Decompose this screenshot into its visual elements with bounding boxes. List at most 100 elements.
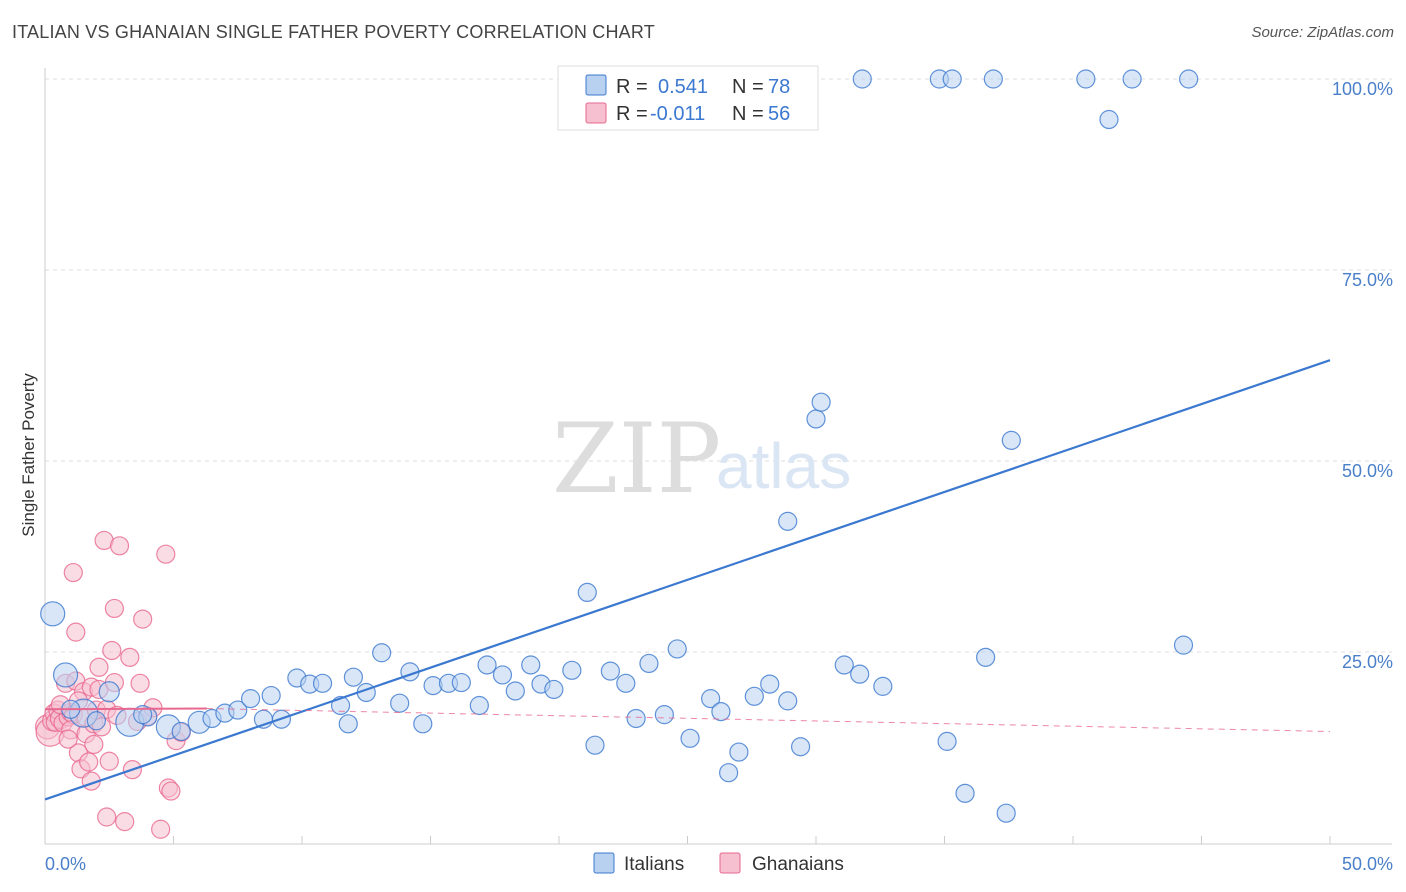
- ghanaians-trend-line-dashed: [206, 708, 1331, 732]
- italians-point: [312, 673, 333, 693]
- italians-point: [639, 653, 659, 674]
- series-legend: Italians Ghanaians: [593, 852, 844, 875]
- y-tick-label: 50.0%: [1342, 461, 1393, 481]
- italians-point: [1122, 69, 1142, 89]
- italians-point: [942, 69, 962, 89]
- ghanaians-point: [133, 609, 153, 629]
- italians-point: [562, 660, 582, 680]
- italians-trend-line: [44, 359, 1331, 801]
- italians-point: [976, 647, 996, 667]
- italians-point: [1173, 635, 1194, 655]
- italians-point: [577, 582, 597, 603]
- italians-point: [1179, 69, 1199, 89]
- italians-point: [413, 714, 433, 734]
- italians-point: [492, 665, 513, 685]
- italians-point: [477, 655, 497, 675]
- ghanaians-point: [109, 536, 130, 556]
- watermark-zip: ZIP: [552, 403, 721, 515]
- ghanaians-point: [161, 781, 181, 801]
- italians-point: [133, 705, 153, 725]
- y-tick-label: 75.0%: [1342, 270, 1393, 290]
- ghanaians-point: [120, 647, 140, 667]
- italians-point: [790, 737, 811, 757]
- grid: [45, 78, 1392, 653]
- italians-r-value: 0.541: [658, 76, 708, 98]
- italians-point: [937, 731, 957, 751]
- ghanaians-point: [84, 734, 104, 755]
- italians-point: [1099, 109, 1119, 130]
- italians-point: [667, 639, 687, 659]
- italians-points: [40, 69, 1199, 823]
- ghanaians-n-label: N =: [732, 103, 764, 125]
- ghanaians-trend-line-solid: [44, 707, 207, 711]
- ghanaians-n-value: 56: [768, 103, 790, 125]
- watermark: ZIP atlas: [552, 403, 851, 515]
- ghanaians-point: [156, 544, 176, 564]
- source-label: Source: ZipAtlas.com: [1251, 24, 1394, 41]
- stats-legend: R = 0.541 N = 78 R = -0.011 N = 56: [557, 65, 819, 131]
- ghanaians-point: [151, 819, 171, 839]
- italians-legend-swatch: [585, 74, 607, 96]
- italians-point: [261, 685, 281, 706]
- italians-point: [343, 667, 363, 687]
- ghanaians-point: [102, 640, 122, 661]
- italians-point: [701, 689, 721, 709]
- italians-point: [850, 664, 870, 684]
- ghanaians-point: [104, 598, 124, 619]
- italians-point: [811, 392, 831, 412]
- italians-n-value: 78: [768, 76, 790, 98]
- italians-point: [451, 672, 471, 693]
- italians-point: [955, 783, 975, 803]
- x-tick-label: 50.0%: [1342, 854, 1393, 874]
- ghanaians-r-label: R =: [616, 103, 648, 125]
- italians-point: [834, 655, 854, 675]
- ghanaians-point: [99, 751, 119, 771]
- italians-point: [585, 735, 605, 755]
- italians-point: [983, 69, 1003, 89]
- italians-point: [654, 705, 674, 725]
- x-tick-label: 0.0%: [45, 854, 86, 874]
- italians-n-label: N =: [732, 76, 764, 98]
- italians-point: [469, 695, 489, 716]
- ghanaians-point: [115, 812, 135, 832]
- legend-ghanaians-swatch: [719, 852, 741, 874]
- italians-point: [52, 662, 79, 688]
- italians-point: [544, 679, 564, 700]
- italians-point: [711, 701, 731, 722]
- italians-point: [40, 601, 66, 627]
- italians-point: [171, 721, 191, 742]
- y-axis-title: Single Father Poverty: [19, 373, 38, 537]
- ghanaians-point: [89, 657, 109, 677]
- italians-point: [600, 661, 621, 681]
- italians-point: [719, 763, 739, 783]
- tick-labels: 100.0% 75.0% 50.0% 25.0% 0.0% 50.0%: [45, 79, 1393, 874]
- italians-point: [241, 689, 261, 709]
- ghanaians-point: [79, 752, 99, 772]
- y-tick-label: 25.0%: [1342, 652, 1393, 672]
- chart-title: ITALIAN VS GHANAIAN SINGLE FATHER POVERT…: [12, 22, 655, 42]
- y-tick-label: 100.0%: [1332, 79, 1393, 99]
- ghanaians-point: [130, 673, 150, 693]
- italians-point: [338, 714, 358, 734]
- italians-point: [744, 686, 764, 706]
- italians-point: [729, 742, 749, 762]
- ghanaians-legend-swatch: [585, 102, 607, 124]
- italians-point: [852, 69, 872, 89]
- italians-point: [806, 409, 826, 429]
- italians-point: [1001, 430, 1021, 450]
- italians-point: [521, 655, 541, 675]
- ghanaians-point: [97, 807, 117, 827]
- ghanaians-point: [66, 622, 86, 642]
- italians-point: [778, 511, 798, 531]
- ghanaians-r-value: -0.011: [650, 103, 705, 125]
- italians-point: [228, 700, 248, 720]
- ghanaians-point: [63, 562, 83, 583]
- italians-point: [873, 676, 893, 696]
- italians-point: [1076, 69, 1096, 89]
- italians-point: [626, 708, 646, 729]
- italians-point: [505, 681, 525, 701]
- legend-ghanaians-label: Ghanaians: [752, 854, 844, 875]
- italians-point: [996, 803, 1016, 823]
- ghanaians-point: [58, 729, 78, 749]
- italians-point: [760, 674, 780, 694]
